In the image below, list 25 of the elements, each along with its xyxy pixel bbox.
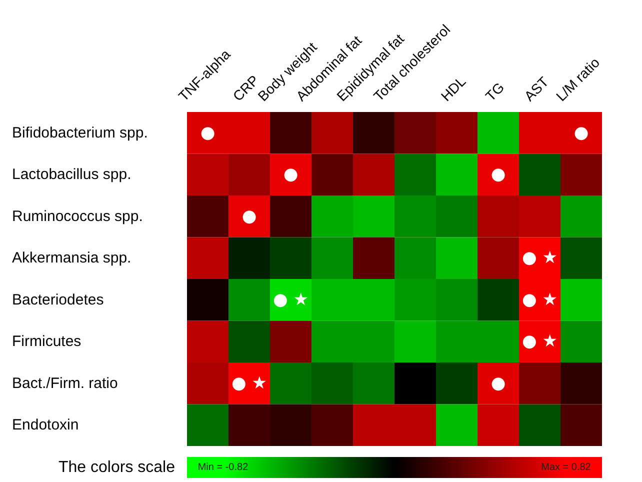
data-label: ● ★ — [522, 332, 558, 352]
data-label: ● — [200, 122, 216, 143]
color-bar-label: Min = -0.82 — [198, 462, 249, 473]
x-tick-label: L/M ratio — [552, 54, 603, 104]
data-label: ● — [283, 164, 298, 185]
data-label: ● — [490, 373, 506, 394]
y-tick-label: Bifidobacterium spp. — [12, 124, 148, 142]
y-tick-label: Ruminococcus spp. — [12, 208, 143, 225]
data-label: ● — [574, 122, 589, 143]
data-label: ● ★ — [232, 373, 267, 394]
color-bar-label: Max = 0.82 — [541, 462, 592, 473]
data-label: ● ★ — [273, 290, 308, 310]
y-tick-label: Endotoxin — [12, 416, 79, 434]
data-label: ● ★ — [522, 248, 558, 268]
y-tick-label: Lactobacillus spp. — [12, 166, 132, 184]
x-tick-label: HDL — [438, 72, 469, 104]
y-tick-label: Bacteriodetes — [12, 291, 104, 308]
data-label: ● ★ — [522, 290, 558, 310]
color-bar-title: The colors scale — [58, 459, 176, 476]
y-tick-label: Firmicutes — [12, 333, 82, 350]
data-label: ● — [242, 206, 257, 226]
data-label: ● — [490, 164, 506, 185]
y-tick-label: Akkermansia spp. — [12, 250, 132, 267]
x-tick-label: TG — [482, 79, 508, 104]
y-tick-label: Bact./Firm. ratio — [12, 374, 118, 392]
